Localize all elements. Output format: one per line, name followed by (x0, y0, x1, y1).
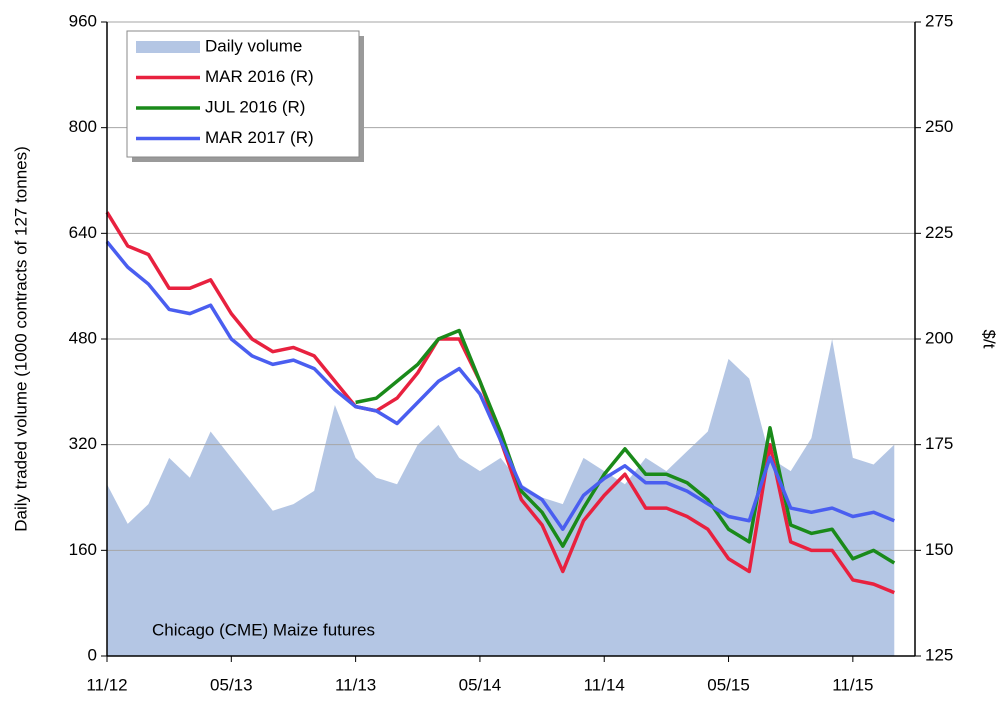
annotation: Chicago (CME) Maize futures (152, 620, 375, 639)
y2-tick-label: 250 (925, 117, 953, 136)
legend-label: MAR 2017 (R) (205, 128, 314, 147)
x-tick-label: 05/15 (707, 675, 750, 694)
x-tick-label: 11/14 (584, 675, 625, 694)
x-tick-label: 05/14 (459, 675, 502, 694)
legend-label: MAR 2016 (R) (205, 67, 314, 86)
x-tick-label: 05/13 (210, 675, 253, 694)
y2-tick-label: 125 (925, 645, 953, 664)
y-tick-label: 640 (69, 223, 97, 242)
y-tick-label: 960 (69, 11, 97, 30)
x-tick-label: 11/12 (86, 675, 127, 694)
y-tick-label: 800 (69, 117, 97, 136)
y-tick-label: 320 (69, 434, 97, 453)
y2-tick-label: 275 (925, 11, 953, 30)
y2-axis-label: $/t (980, 330, 999, 349)
y-axis-label: Daily traded volume (1000 contracts of 1… (11, 146, 30, 532)
y2-tick-label: 225 (925, 223, 953, 242)
price-line (355, 328, 896, 565)
legend-swatch (136, 41, 200, 53)
legend-label: JUL 2016 (R) (205, 97, 305, 116)
y-tick-label: 160 (69, 540, 97, 559)
y2-tick-label: 150 (925, 540, 953, 559)
y-tick-label: 480 (69, 328, 97, 347)
volume-area (107, 339, 895, 656)
y2-tick-label: 175 (925, 434, 953, 453)
legend-label: Daily volume (205, 36, 302, 55)
y-tick-label: 0 (88, 645, 97, 664)
price-line (105, 240, 895, 531)
y2-tick-label: 200 (925, 328, 953, 347)
legend: Daily volume MAR 2016 (R) JUL 2016 (R) MAR … (126, 30, 364, 162)
x-tick-label: 11/15 (832, 675, 873, 694)
x-tick-label: 11/13 (335, 675, 376, 694)
